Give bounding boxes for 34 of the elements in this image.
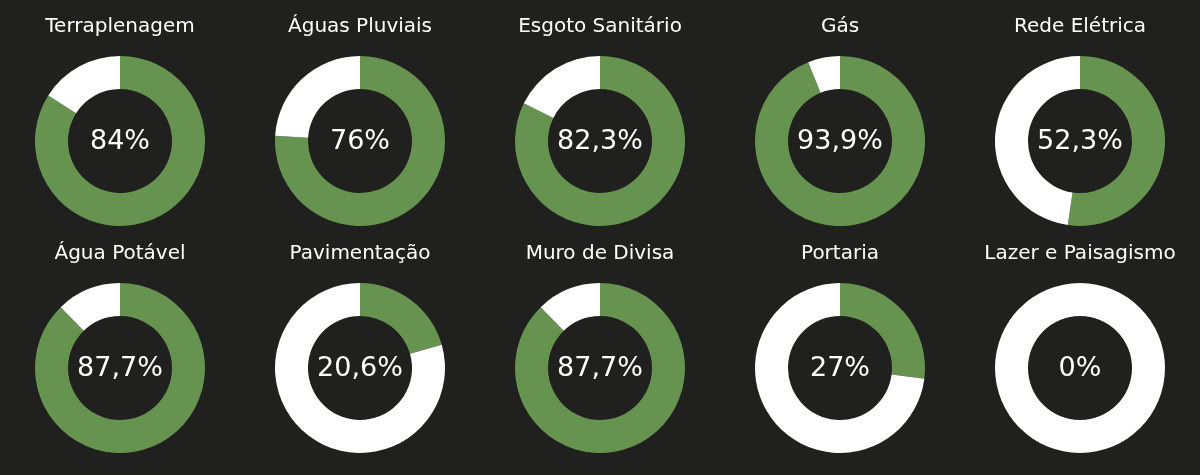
chart-title: Muro de Divisa xyxy=(525,240,675,264)
data-label: 84% xyxy=(89,124,151,155)
donut-slice xyxy=(360,283,442,354)
donut-slice xyxy=(515,56,685,226)
data-label: 52,3% xyxy=(1037,124,1123,155)
text: 0% xyxy=(1058,351,1102,382)
donut-slice xyxy=(540,283,600,331)
data-label: 76% xyxy=(329,124,391,155)
data-label: 93,9% xyxy=(797,124,883,155)
chart-title: Esgoto Sanitário xyxy=(518,13,682,37)
donut-slice xyxy=(755,56,925,226)
donut-slice xyxy=(808,56,840,93)
data-label: 20,6% xyxy=(317,351,403,382)
chart-title: Pavimentação xyxy=(289,240,431,264)
donut-slice xyxy=(60,283,120,331)
donut-slice xyxy=(523,56,600,118)
donut-slice xyxy=(35,56,205,226)
donut-slice xyxy=(275,283,445,453)
data-label: 82,3% xyxy=(557,124,643,155)
donut-slice xyxy=(515,283,685,453)
data-label: 27% xyxy=(809,351,871,382)
chart-title: Água Potável xyxy=(54,240,186,264)
chart-title: Portaria xyxy=(801,240,879,264)
donut-slice xyxy=(48,56,120,114)
chart-title: Gás xyxy=(820,13,860,37)
donut-slice xyxy=(275,56,445,226)
donut-slice xyxy=(35,283,205,453)
chart-title: Águas Pluviais xyxy=(287,13,433,37)
data-label: 87,7% xyxy=(557,351,643,382)
donut-slice xyxy=(755,283,925,453)
chart-title: Rede Elétrica xyxy=(1013,13,1147,37)
chart-title: Terraplenagem xyxy=(44,13,195,37)
data-label: 87,7% xyxy=(77,351,163,382)
chart-title: Lazer e Paisagismo xyxy=(984,240,1176,264)
